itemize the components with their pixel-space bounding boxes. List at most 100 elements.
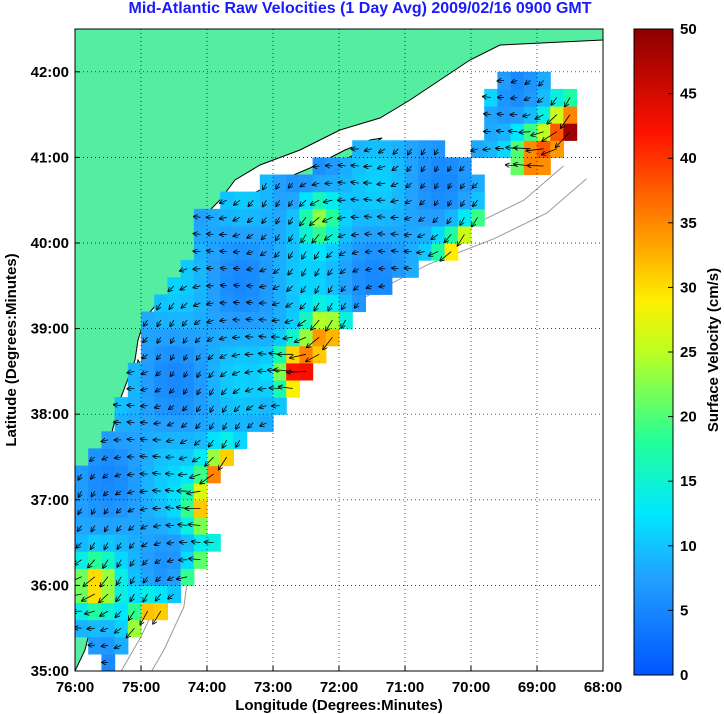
velocity-cell (141, 362, 155, 381)
velocity-cell (259, 294, 274, 313)
current-vector (92, 525, 95, 532)
current-vector (184, 388, 187, 394)
velocity-cell (154, 294, 168, 313)
current-vector (75, 628, 82, 629)
velocity-cell (325, 225, 340, 244)
lat-tick-label: 38:00 (31, 406, 69, 423)
velocity-cell (339, 311, 353, 330)
velocity-cell (286, 277, 300, 295)
velocity-cell (233, 362, 248, 381)
current-vector (311, 199, 320, 205)
current-vector (115, 627, 122, 633)
current-vector (141, 406, 148, 407)
current-vector (531, 131, 544, 136)
current-vector (220, 217, 227, 218)
colorbar-tick-label: 10 (680, 538, 697, 555)
colorbar-label: Surface Velocity (cm/s) (705, 268, 722, 432)
colorbar-ticks: 0 5 10 15 20 25 30 35 40 45 50 (668, 21, 697, 684)
velocity-cell (286, 311, 300, 330)
current-vector (354, 286, 360, 290)
current-vector (352, 234, 359, 235)
current-vector (366, 269, 373, 270)
current-vector (197, 405, 200, 412)
current-vector (275, 251, 280, 257)
current-vector (79, 491, 82, 497)
velocity-cell (233, 397, 248, 415)
current-vector (405, 234, 412, 235)
velocity-cell (352, 260, 366, 278)
velocity-cell (523, 88, 538, 107)
velocity-cell (114, 414, 129, 432)
current-vector (233, 354, 241, 356)
current-vector (408, 148, 412, 155)
current-vector (447, 217, 451, 223)
current-vector (512, 80, 518, 82)
velocity-cell (114, 551, 129, 569)
current-vector (365, 149, 373, 151)
current-vector (130, 593, 135, 601)
velocity-cell (246, 243, 261, 261)
current-vector (448, 182, 451, 188)
velocity-cell (339, 191, 353, 210)
current-vector (142, 354, 148, 358)
current-vector (193, 456, 201, 462)
velocity-cell (101, 482, 116, 501)
velocity-cell (220, 208, 234, 227)
current-vector (325, 234, 333, 239)
velocity-cell (273, 225, 287, 244)
velocity-cell (167, 534, 182, 552)
current-vector (220, 337, 227, 339)
velocity-cell (537, 157, 551, 176)
current-vector (448, 165, 451, 171)
current-vector (273, 303, 280, 305)
velocity-cell (273, 397, 287, 415)
current-vector (339, 234, 346, 237)
current-vector (153, 491, 161, 492)
velocity-cell (352, 174, 366, 193)
velocity-cell (286, 362, 300, 381)
velocity-cell (207, 328, 221, 347)
velocity-cell (193, 482, 208, 501)
lon-tick-label: 73:00 (254, 679, 292, 696)
velocity-cell (114, 431, 129, 449)
velocity-cell (154, 465, 168, 484)
lon-tick-label: 76:00 (56, 679, 94, 696)
velocity-cell (523, 106, 538, 124)
current-vector (116, 593, 122, 601)
current-vector (378, 183, 386, 184)
velocity-cell (220, 328, 234, 347)
current-vector (144, 319, 148, 326)
velocity-cell (207, 465, 221, 484)
velocity-cell (141, 568, 155, 586)
velocity-cell (127, 465, 142, 484)
current-vector (114, 422, 122, 423)
velocity-cell (233, 380, 248, 398)
velocity-cell (154, 516, 168, 535)
current-vector (329, 285, 333, 292)
velocity-cell (418, 243, 432, 261)
current-vector (167, 440, 175, 442)
current-vector (289, 217, 293, 224)
velocity-cell (88, 448, 102, 467)
velocity-cell (550, 106, 564, 124)
velocity-cell (405, 225, 419, 244)
current-vector (342, 285, 346, 291)
velocity-cell (233, 294, 248, 313)
velocity-cell (233, 225, 248, 244)
current-vector (247, 319, 254, 320)
current-vector (118, 542, 122, 549)
velocity-cell (391, 243, 406, 261)
velocity-cell (246, 311, 261, 330)
velocity-cell (220, 225, 234, 244)
velocity-cell (101, 568, 116, 586)
current-vector (103, 559, 109, 568)
current-vector (117, 508, 122, 512)
current-vector (195, 439, 201, 445)
current-vector (220, 320, 227, 321)
velocity-cell (141, 448, 155, 467)
current-vector (435, 148, 438, 154)
velocity-cell (563, 123, 578, 141)
velocity-cell (299, 311, 314, 330)
current-vector (379, 149, 386, 153)
current-vector (141, 456, 148, 457)
